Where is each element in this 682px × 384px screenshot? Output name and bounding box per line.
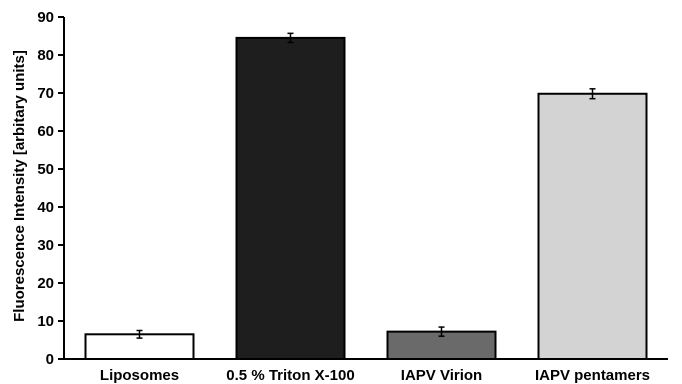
y-tick-label: 20: [37, 275, 54, 292]
y-tick-label: 90: [37, 9, 54, 26]
y-tick-label: 40: [37, 199, 54, 216]
error-bars-group: [136, 32, 596, 339]
x-category-label: IAPV Virion: [401, 367, 482, 384]
error-bar: [287, 32, 294, 44]
y-tick-label: 80: [37, 47, 54, 64]
x-labels-group: Liposomes 0.5 % Triton X-100 IAPV Virion IA…: [100, 367, 650, 384]
y-tick-label: 60: [37, 123, 54, 140]
x-category-label: Liposomes: [100, 367, 179, 384]
y-axis-title: Fluorescence Intensity [arbitary units]: [11, 50, 28, 322]
error-bar: [438, 326, 445, 337]
error-bar: [589, 88, 596, 100]
x-category-label: 0.5 % Triton X-100: [226, 367, 354, 384]
error-bar: [136, 329, 143, 339]
y-tick-label: 50: [37, 161, 54, 178]
y-ticks-group: 0 10 20 30 40 50 60 70 80 90: [37, 9, 64, 368]
x-category-label: IAPV pentamers: [535, 367, 650, 384]
bars-group: [84, 36, 648, 361]
y-tick-label: 10: [37, 313, 54, 330]
bar: [537, 92, 648, 360]
y-tick-label: 0: [46, 351, 54, 368]
y-tick-label: 30: [37, 237, 54, 254]
bar: [235, 36, 346, 361]
y-tick-label: 70: [37, 85, 54, 102]
